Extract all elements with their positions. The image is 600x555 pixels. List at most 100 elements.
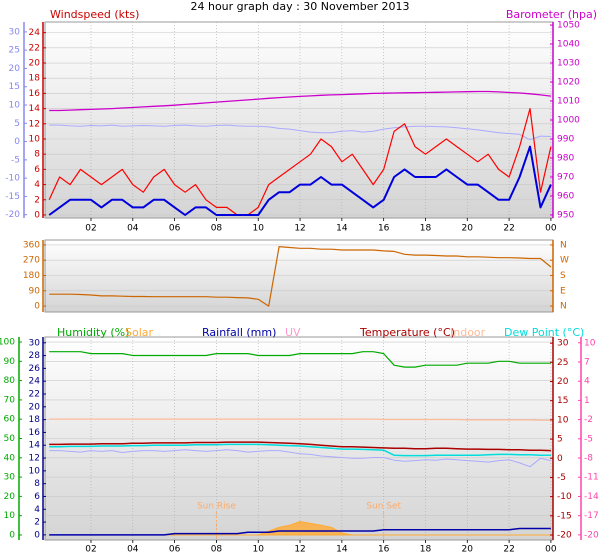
y2-tick-label: -5 xyxy=(557,473,566,483)
legend-entry: Solar xyxy=(125,326,154,339)
y-tick-label: 30 xyxy=(4,473,16,483)
y3-tick-label: -5 xyxy=(584,434,593,444)
x-tick-label: 00 xyxy=(545,545,557,555)
chart-title: 24 hour graph day : 30 November 2013 xyxy=(190,0,409,13)
y-tick-label: 180 xyxy=(23,271,40,281)
x-tick-label: 18 xyxy=(420,224,432,234)
y4-tick-label: 28 xyxy=(29,351,41,361)
x-tick-label: 10 xyxy=(253,224,265,234)
y4-tick-label: 20 xyxy=(29,402,41,412)
y-tick-label: 24 xyxy=(29,28,41,38)
legend-entry: Humidity (%) xyxy=(57,326,129,339)
y-axis-label: Windspeed (kts) xyxy=(50,8,139,21)
y4-tick-label: 16 xyxy=(29,428,41,438)
y3-tick-label: 20 xyxy=(9,64,21,74)
series-line xyxy=(48,145,552,216)
y4-tick-label: 6 xyxy=(34,492,40,502)
y2-tick-label: 1030 xyxy=(557,59,580,69)
y4-tick-label: 8 xyxy=(34,479,40,489)
y-tick-label: 100 xyxy=(0,338,15,348)
legend-entry: UV xyxy=(285,326,301,339)
x-tick-label: 22 xyxy=(503,224,514,234)
y2-tick-label: S xyxy=(560,271,566,281)
y-tick-label: 4 xyxy=(34,180,40,190)
y-tick-label: 80 xyxy=(4,376,16,386)
x-tick-label: 16 xyxy=(378,224,390,234)
y4-tick-label: 2 xyxy=(34,518,40,528)
series-line xyxy=(49,443,551,457)
y2-tick-label: 970 xyxy=(557,172,574,182)
x-tick-label: 08 xyxy=(211,224,223,234)
y4-tick-label: 30 xyxy=(29,338,41,348)
x-tick-label: 14 xyxy=(336,224,348,234)
y3-tick-label: -5 xyxy=(11,155,20,165)
y-tick-label: 10 xyxy=(29,134,41,144)
y3-tick-label: -20 xyxy=(584,530,599,540)
y2-tick-label: 30 xyxy=(557,339,569,349)
series-line xyxy=(49,90,551,112)
y2-tick-label: W xyxy=(560,256,569,266)
y3-tick-label: 30 xyxy=(9,27,21,37)
series-line xyxy=(49,418,551,421)
y4-tick-label: 26 xyxy=(29,364,41,374)
y-tick-label: 20 xyxy=(4,492,16,502)
plot-background xyxy=(44,239,554,313)
y4-tick-label: 10 xyxy=(29,466,41,476)
y2-tick-label: E xyxy=(560,286,566,296)
y3-tick-label: 4 xyxy=(584,377,590,387)
x-tick-label: 20 xyxy=(462,224,474,234)
series-line xyxy=(49,124,551,141)
y2-axis-label: Barometer (hpa) xyxy=(506,8,597,21)
y2-tick-label: 20 xyxy=(557,377,569,387)
legend-entry: Rainfall (mm) xyxy=(202,326,276,339)
y-tick-label: 2 xyxy=(34,195,40,205)
y4-tick-label: 4 xyxy=(34,505,40,515)
y-tick-label: 90 xyxy=(29,286,41,296)
y-tick-label: 50 xyxy=(4,434,16,444)
y-tick-label: 18 xyxy=(29,74,41,84)
x-tick-label: 16 xyxy=(378,545,390,555)
y2-tick-label: 1040 xyxy=(557,40,580,50)
y4-tick-label: 12 xyxy=(29,454,40,464)
y3-tick-label: -11 xyxy=(584,473,599,483)
y2-tick-label: 1010 xyxy=(557,97,580,107)
y3-tick-label: -15 xyxy=(5,192,20,202)
y3-tick-label: 7 xyxy=(584,357,590,367)
y4-tick-label: 24 xyxy=(29,377,41,387)
y-tick-label: 0 xyxy=(9,530,15,540)
y3-tick-label: 25 xyxy=(9,46,20,56)
y3-tick-label: -20 xyxy=(5,210,20,220)
series-line xyxy=(49,441,551,452)
annotation: Sun Set xyxy=(366,502,401,512)
x-tick-label: 22 xyxy=(503,545,514,555)
legend-entry: Dew Point (°C) xyxy=(504,326,584,339)
x-tick-label: 12 xyxy=(294,545,305,555)
y-tick-label: 12 xyxy=(29,119,40,129)
y3-tick-label: -2 xyxy=(584,415,593,425)
y3-tick-label: 1 xyxy=(584,396,590,406)
series-line xyxy=(48,108,552,216)
y2-tick-label: 950 xyxy=(557,210,574,220)
y-tick-label: 22 xyxy=(29,43,40,53)
y-tick-label: 360 xyxy=(23,240,40,250)
y2-tick-label: 960 xyxy=(557,191,574,201)
y2-tick-label: 0 xyxy=(557,454,563,464)
x-tick-label: 00 xyxy=(545,224,557,234)
y2-tick-label: 10 xyxy=(557,415,569,425)
y-tick-label: 14 xyxy=(29,104,41,114)
y2-tick-label: N xyxy=(560,240,567,250)
x-tick-label: 04 xyxy=(127,545,139,555)
x-tick-label: 06 xyxy=(169,224,181,234)
x-tick-label: 14 xyxy=(336,545,348,555)
y3-tick-label: -8 xyxy=(584,454,593,464)
y-tick-label: 270 xyxy=(23,256,40,266)
y3-tick-label: 10 xyxy=(9,101,21,111)
y2-tick-label: 25 xyxy=(557,358,568,368)
y-tick-label: 0 xyxy=(34,302,40,312)
y4-tick-label: 18 xyxy=(29,415,41,425)
y2-tick-label: 980 xyxy=(557,153,574,163)
y3-tick-label: 5 xyxy=(14,119,20,129)
series-line xyxy=(49,351,551,368)
